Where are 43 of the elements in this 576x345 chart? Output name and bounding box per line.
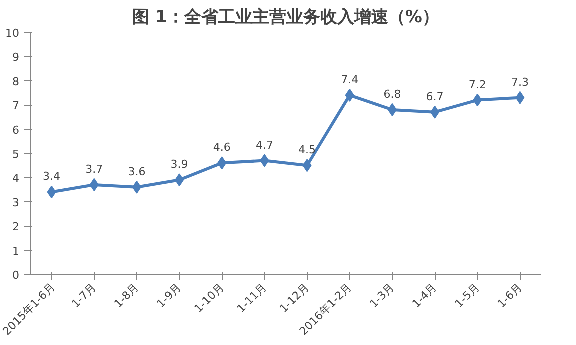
point	[260, 154, 270, 168]
x-tick-label: 1-7月	[69, 280, 99, 311]
data-label: 3.6	[128, 165, 146, 178]
x-tick-label: 1-6月	[495, 280, 525, 311]
x-tick-label: 1-3月	[367, 280, 398, 311]
y-tick-label: 9	[12, 51, 20, 64]
data-label: 4.7	[256, 138, 274, 152]
data-label: 3.9	[170, 158, 188, 172]
y-tick-label: 7	[12, 100, 20, 113]
y-tick-label: 5	[12, 148, 20, 161]
y-tick-label: 1	[12, 244, 20, 258]
point	[516, 91, 525, 104]
point	[47, 186, 56, 199]
data-label: 3.7	[86, 162, 104, 176]
point	[345, 88, 354, 102]
y-tick-label: 6	[12, 124, 20, 137]
point	[132, 180, 142, 194]
data-label: 6.8	[384, 88, 402, 101]
point	[430, 106, 440, 119]
y-tick-label: 10	[6, 27, 20, 40]
data-label: 7.3	[511, 76, 529, 89]
y-tick-label: 8	[12, 75, 20, 88]
x-tick-label: 1-9月	[154, 280, 184, 311]
point	[302, 159, 312, 172]
data-label: 7.2	[468, 78, 486, 92]
y-tick-label: 4	[12, 172, 20, 186]
y-tick-label: 0	[12, 269, 20, 282]
data-label: 6.7	[426, 90, 444, 104]
point	[175, 174, 184, 187]
point	[388, 103, 397, 116]
x-tick-label: 1-5月	[452, 280, 482, 311]
chart-title: 图 1：全省工业主营业务收入增速（%）	[132, 8, 440, 28]
data-label: 4.5	[298, 144, 316, 157]
point	[90, 178, 99, 192]
y-tick-label: 2	[12, 220, 20, 234]
point	[218, 156, 227, 170]
x-tick-label: 1-4月	[410, 280, 440, 311]
y-tick-label: 3	[12, 196, 20, 210]
data-label: 4.6	[213, 141, 231, 154]
x-tick-label: 1-8月	[112, 280, 142, 311]
point	[473, 94, 482, 107]
data-label: 7.4	[341, 73, 359, 86]
data-label: 3.4	[43, 170, 61, 184]
